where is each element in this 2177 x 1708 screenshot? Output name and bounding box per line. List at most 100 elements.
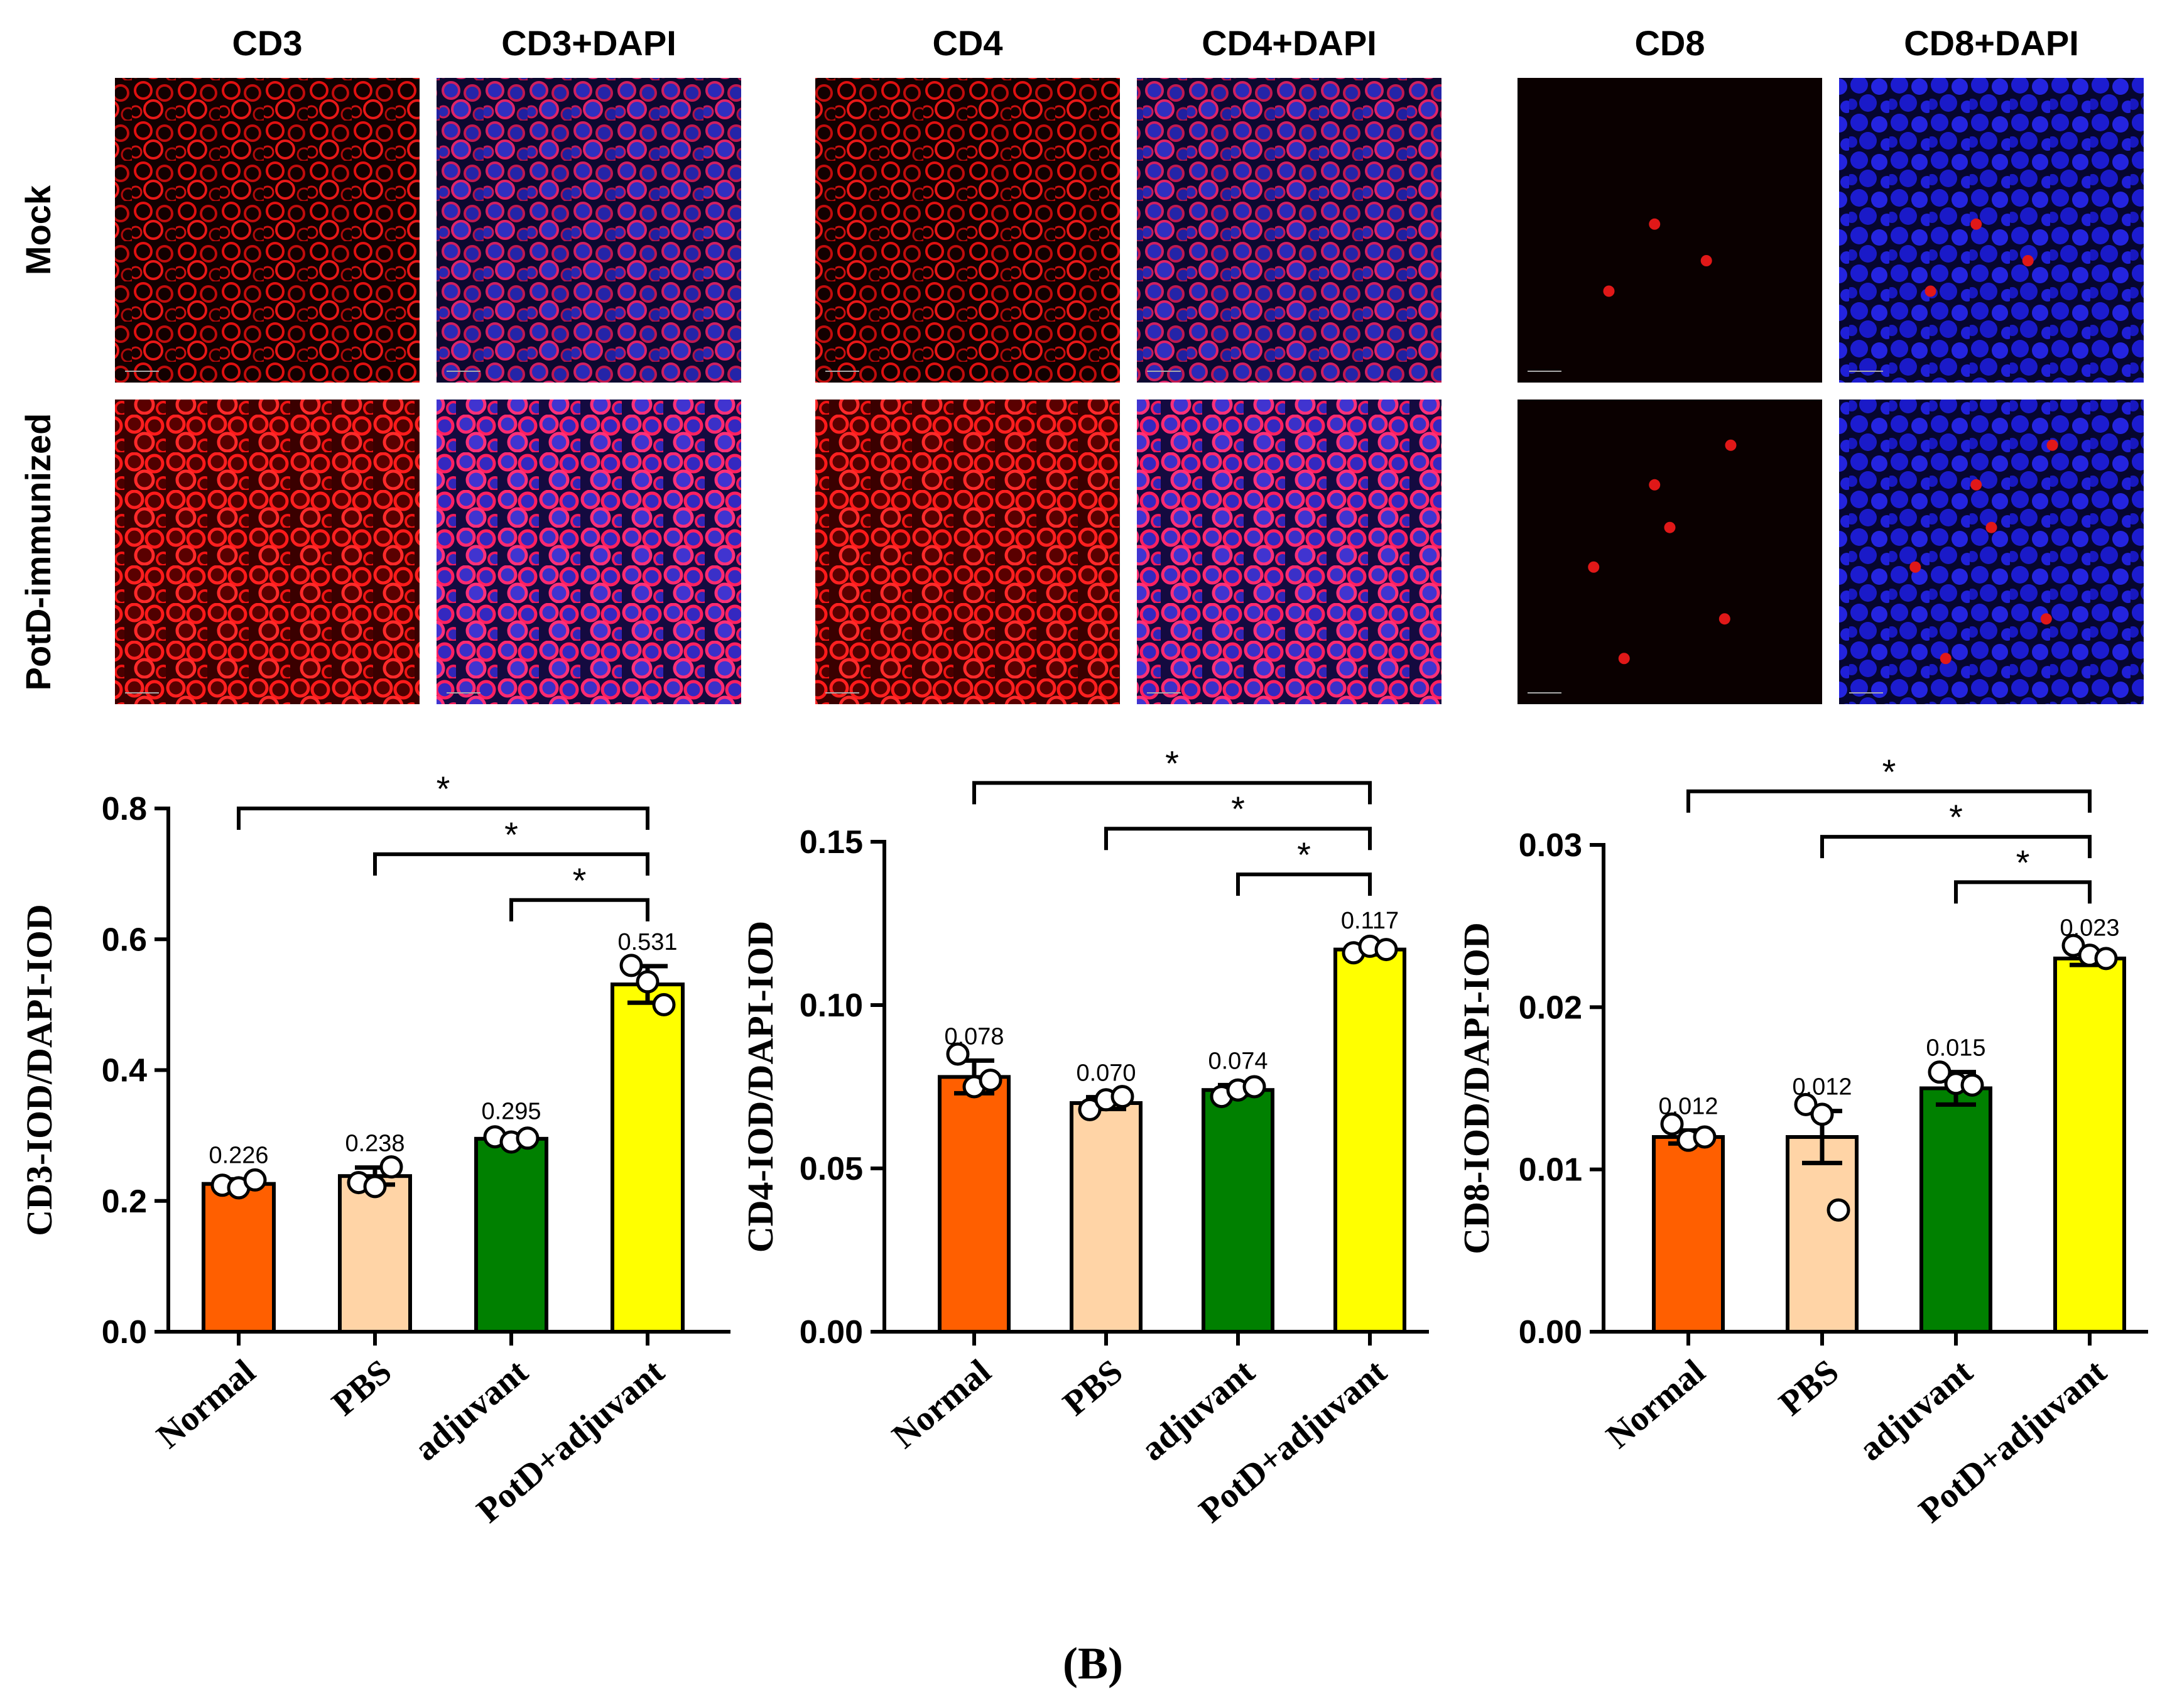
bar-potd-adjuvant: [2053, 956, 2126, 1334]
y-tick-label: 0.10: [800, 987, 863, 1024]
stained-cell: [1985, 521, 1997, 533]
data-point: [1660, 1112, 1684, 1136]
micrograph-potd-immunized-cd3-dapi: [437, 400, 741, 704]
y-tick-label: 0.2: [102, 1183, 147, 1220]
stained-cell: [2040, 613, 2052, 625]
data-point: [1810, 1102, 1834, 1126]
y-tick-label: 0.05: [800, 1151, 863, 1187]
bar-adjuvant: [474, 1136, 548, 1334]
y-tick-label: 0.00: [1519, 1314, 1582, 1351]
micrograph-potd-immunized-cd8: [1517, 400, 1822, 704]
category-label: adjuvant: [1852, 1352, 1980, 1469]
value-label: 0.015: [1926, 1035, 1985, 1062]
value-label: 0.531: [617, 929, 677, 955]
data-point: [636, 970, 660, 994]
bar-adjuvant: [1202, 1088, 1274, 1334]
significance-bracket: *: [1820, 797, 2092, 859]
data-point: [652, 993, 676, 1016]
value-label: 0.226: [209, 1142, 268, 1168]
micrograph-potd-immunized-cd4: [815, 400, 1120, 704]
y-tick-label: 0.6: [102, 922, 147, 958]
bar-adjuvant: [1919, 1086, 1992, 1334]
value-label: 0.238: [345, 1131, 404, 1157]
bar-charts: 0.0 0.2 0.4 0.6 0.8 CD3-IOD/DAPI-IOD 0.226 Norm…: [19, 743, 2148, 1530]
significance-star: *: [504, 815, 518, 854]
column-header-cd3-dapi: CD3+DAPI: [501, 23, 676, 63]
data-point: [363, 1175, 387, 1199]
column-header-cd4: CD4: [932, 23, 1002, 63]
micrograph-potd-immunized-cd3: [115, 400, 420, 704]
bar-pbs: [1070, 1101, 1143, 1334]
significance-star: *: [573, 861, 587, 900]
column-header-cd3: CD3: [232, 23, 302, 63]
data-point: [243, 1168, 267, 1192]
significance-bracket: *: [1954, 842, 2092, 904]
data-point: [1374, 938, 1398, 962]
micrograph-grid: [115, 78, 2144, 704]
y-tick-label: 0.02: [1519, 989, 1582, 1026]
category-label: Normal: [885, 1352, 998, 1455]
stained-cell: [1588, 561, 1600, 573]
stained-cell: [1664, 521, 1676, 533]
value-label: 0.074: [1208, 1048, 1268, 1074]
significance-bracket: *: [972, 743, 1372, 805]
micrograph-potd-immunized-cd4-dapi: [1137, 400, 1441, 704]
y-axis-label: CD3-IOD/DAPI-IOD: [19, 904, 60, 1236]
bar-normal: [938, 1075, 1011, 1334]
significance-bracket: *: [237, 769, 649, 830]
stained-cell: [1909, 561, 1921, 573]
column-header-cd8: CD8: [1634, 23, 1705, 63]
significance-bracket: *: [1686, 752, 2092, 813]
y-tick-label: 0.00: [800, 1314, 863, 1351]
micrograph-potd-immunized-cd8-dapi: [1839, 400, 2144, 704]
data-point: [1078, 1097, 1102, 1121]
micrograph-row-labels: Mock PotD-immunized: [18, 185, 58, 690]
significance-star: *: [1949, 797, 1963, 837]
value-label: 0.023: [2060, 915, 2119, 942]
data-point: [946, 1042, 970, 1066]
value-label: 0.078: [944, 1023, 1004, 1050]
column-header-cd4-dapi: CD4+DAPI: [1202, 23, 1377, 63]
category-label: adjuvant: [1134, 1352, 1262, 1469]
micrograph-mock-cd4: [815, 78, 1120, 383]
y-axis-label: CD4-IOD/DAPI-IOD: [740, 921, 781, 1253]
stained-cell: [2046, 439, 2058, 451]
significance-star: *: [1231, 789, 1245, 829]
category-label: Normal: [149, 1352, 263, 1455]
stained-cell: [1970, 218, 1982, 230]
category-label: PBS: [1056, 1352, 1131, 1423]
data-point: [516, 1126, 540, 1150]
row-label-mock: Mock: [18, 185, 58, 275]
panel-label: (B): [1063, 1638, 1123, 1689]
significance-star: *: [1165, 743, 1179, 783]
bar-pbs: [338, 1174, 412, 1334]
data-point: [619, 954, 643, 977]
stained-cell: [1649, 479, 1661, 491]
significance-bracket: *: [1236, 835, 1372, 896]
micrograph-mock-cd8: [1517, 78, 1822, 383]
stained-cell: [1940, 653, 1952, 665]
category-label: PBS: [325, 1352, 399, 1423]
micrograph-mock-cd3-dapi: [437, 78, 741, 383]
significance-bracket: *: [509, 861, 649, 922]
micrograph-mock-cd4-dapi: [1137, 78, 1441, 383]
chart-1: 0.0 0.2 0.4 0.6 0.8 CD3-IOD/DAPI-IOD 0.226 Norm…: [19, 769, 730, 1530]
y-tick-label: 0.4: [102, 1053, 147, 1089]
stained-cell: [1618, 653, 1630, 665]
significance-star: *: [1297, 835, 1311, 874]
chart-2: 0.00 0.05 0.10 0.15 CD4-IOD/DAPI-IOD 0.078 Nor…: [740, 743, 1429, 1530]
bar-normal: [202, 1182, 276, 1334]
data-point: [1242, 1075, 1266, 1099]
data-point: [1110, 1085, 1134, 1109]
data-point: [1928, 1060, 1952, 1084]
significance-star: *: [2016, 842, 2030, 882]
row-label-potd-immunized: PotD-immunized: [18, 413, 58, 691]
value-label: 0.012: [1792, 1074, 1852, 1101]
significance-bracket: *: [1104, 789, 1372, 851]
category-label: adjuvant: [407, 1352, 536, 1469]
micrograph-mock-cd3: [115, 78, 420, 383]
y-tick-label: 0.15: [800, 824, 863, 861]
micrograph-mock-cd8-dapi: [1839, 78, 2144, 383]
stained-cell: [1718, 613, 1730, 625]
